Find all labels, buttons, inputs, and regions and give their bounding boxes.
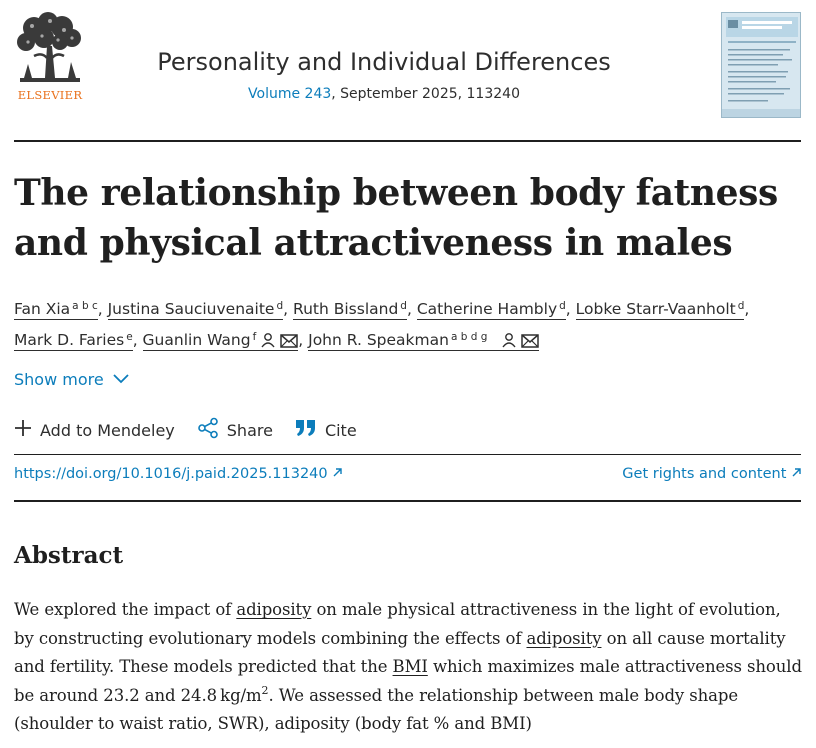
- doi-link[interactable]: https://doi.org/10.1016/j.paid.2025.1132…: [14, 466, 343, 482]
- add-to-mendeley-label: Add to Mendeley: [40, 420, 175, 440]
- adiposity-link[interactable]: adiposity: [526, 628, 602, 648]
- volume-link[interactable]: Volume 243: [248, 86, 332, 102]
- external-link-arrow-icon: [791, 466, 802, 482]
- share-button[interactable]: Share: [197, 417, 273, 443]
- author-link[interactable]: Mark D. Faries e: [14, 331, 133, 351]
- abstract-text: We explored the impact of adiposity on m…: [14, 600, 802, 733]
- author-link[interactable]: Ruth Bissland d: [293, 300, 407, 320]
- cite-button[interactable]: Cite: [295, 417, 357, 443]
- show-more-button[interactable]: Show more: [14, 370, 130, 389]
- rights-link[interactable]: Get rights and content: [622, 466, 802, 482]
- chevron-down-icon: [112, 370, 130, 389]
- issue-info: Volume 243, September 2025, 113240: [134, 86, 634, 102]
- add-to-mendeley-button[interactable]: Add to Mendeley: [14, 417, 175, 443]
- external-link-arrow-icon: [332, 466, 343, 482]
- header-divider: [14, 140, 801, 142]
- links-bottom-divider: [14, 500, 801, 502]
- share-icon: [197, 417, 219, 443]
- email-icon: [521, 329, 539, 357]
- show-more-label: Show more: [14, 370, 104, 389]
- journal-cover-thumbnail[interactable]: [721, 12, 801, 118]
- cite-label: Cite: [324, 420, 357, 440]
- author-link[interactable]: Catherine Hambly d: [416, 300, 566, 320]
- plus-icon: [14, 419, 32, 441]
- quote-icon: [295, 419, 317, 441]
- article-actions: Add to Mendeley Share Cite: [14, 417, 357, 443]
- share-label: Share: [226, 420, 273, 440]
- issue-details: , September 2025, 113240: [331, 86, 520, 102]
- person-icon: [501, 329, 517, 357]
- adiposity-link[interactable]: adiposity: [236, 600, 312, 619]
- links-top-divider: [14, 454, 801, 455]
- journal-header: ELSEVIER Personality and Individual Diff…: [14, 12, 802, 120]
- author-link[interactable]: Lobke Starr-Vaanholt d: [575, 300, 745, 320]
- person-icon: [260, 329, 276, 357]
- author-link[interactable]: Fan Xia a b c: [14, 300, 98, 320]
- article-title: The relationship between body fatness an…: [14, 172, 778, 264]
- bmi-link[interactable]: BMI: [392, 657, 428, 676]
- elsevier-tree-logo-icon[interactable]: [14, 12, 86, 92]
- author-list: Fan Xia a b c, Justina Sauciuvenaite d, Ru…: [14, 292, 804, 357]
- author-link[interactable]: Justina Sauciuvenaite d: [107, 300, 284, 320]
- journal-title[interactable]: Personality and Individual Differences: [157, 48, 611, 76]
- author-link[interactable]: John R. Speakman a b d g: [308, 331, 540, 351]
- publisher-name: ELSEVIER: [17, 88, 83, 102]
- author-link[interactable]: Guanlin Wang f: [142, 331, 299, 351]
- email-icon: [280, 329, 299, 357]
- abstract-heading: Abstract: [14, 542, 124, 569]
